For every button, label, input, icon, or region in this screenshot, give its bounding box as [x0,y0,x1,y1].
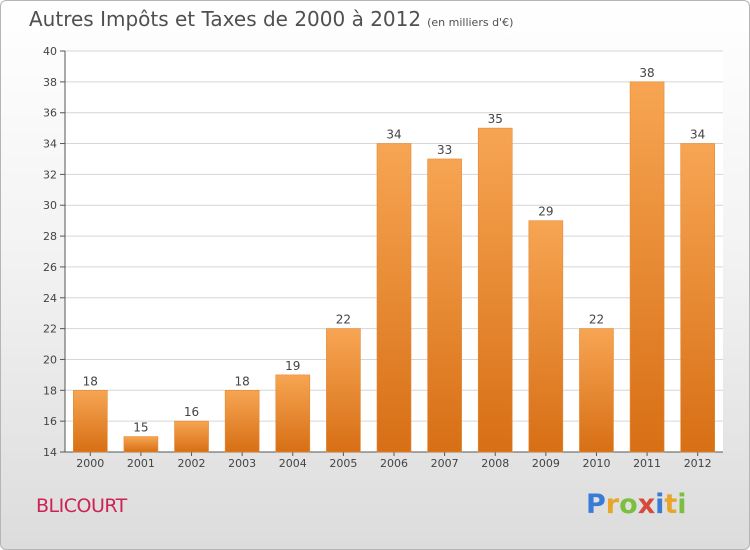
x-tick-label: 2007 [431,457,459,470]
value-label: 15 [133,421,148,435]
bars [73,81,715,453]
bar-2000 [73,390,108,453]
y-tick-label: 20 [43,353,57,366]
bar-2011 [629,81,665,453]
bar-2010 [579,328,614,453]
y-tick-label: 28 [43,230,57,243]
value-label: 29 [538,205,553,219]
y-tick-label: 26 [43,261,57,274]
x-tick-label: 2004 [279,457,307,470]
chart-subtitle: (en milliers d'€) [427,16,514,29]
x-tick-label: 2005 [329,457,357,470]
x-tick-label: 2002 [178,457,206,470]
y-tick-label: 30 [43,199,57,212]
y-tick-label: 18 [43,384,57,397]
value-label: 38 [639,66,654,80]
value-label: 34 [690,128,705,142]
y-tick-label: 32 [43,168,57,181]
bar-2008 [477,127,513,453]
x-tick-label: 2010 [582,457,610,470]
value-label: 22 [336,313,351,327]
x-tick-label: 2009 [532,457,560,470]
bar-2003 [224,390,260,453]
x-tick-label: 2001 [127,457,155,470]
value-label: 16 [184,405,199,419]
labels: 18 2000 15 2001 16 2002 18 2003 19 2004 22 2005 34 20… [76,66,711,470]
bar-2009 [528,220,564,453]
y-tick-label: 14 [43,446,57,459]
value-label: 34 [386,128,401,142]
bar-2002 [174,420,209,453]
bar-2001 [123,436,159,453]
proxiti-logo[interactable]: Proxiti [586,489,687,520]
bar-2012 [680,143,715,453]
chart-title: Autres Impôts et Taxes de 2000 à 2012 (en… [29,7,513,31]
town-name: BLICOURT [36,495,127,517]
y-tick-label: 16 [43,415,57,428]
y-tick-label: 40 [43,45,57,58]
value-label: 33 [437,143,452,157]
y-tick-label: 36 [43,107,57,120]
x-tick-label: 2011 [633,457,661,470]
x-tick-label: 2008 [481,457,509,470]
bar-2007 [427,158,462,453]
bar-2005 [326,328,361,453]
y-tick-label: 34 [43,138,57,151]
x-tick-label: 2012 [684,457,712,470]
value-label: 35 [488,112,503,126]
value-label: 18 [83,374,98,388]
x-tick-label: 2000 [76,457,104,470]
y-tick-label: 38 [43,76,57,89]
value-label: 19 [285,359,300,373]
bar-2004 [275,374,311,453]
bar-2006 [376,143,412,453]
x-tick-label: 2003 [228,457,256,470]
value-label: 18 [235,374,250,388]
x-tick-label: 2006 [380,457,408,470]
y-tick-label: 24 [43,292,57,305]
chart-title-text: Autres Impôts et Taxes de 2000 à 2012 [29,7,422,31]
y-tick-label: 22 [43,323,57,336]
value-label: 22 [589,313,604,327]
